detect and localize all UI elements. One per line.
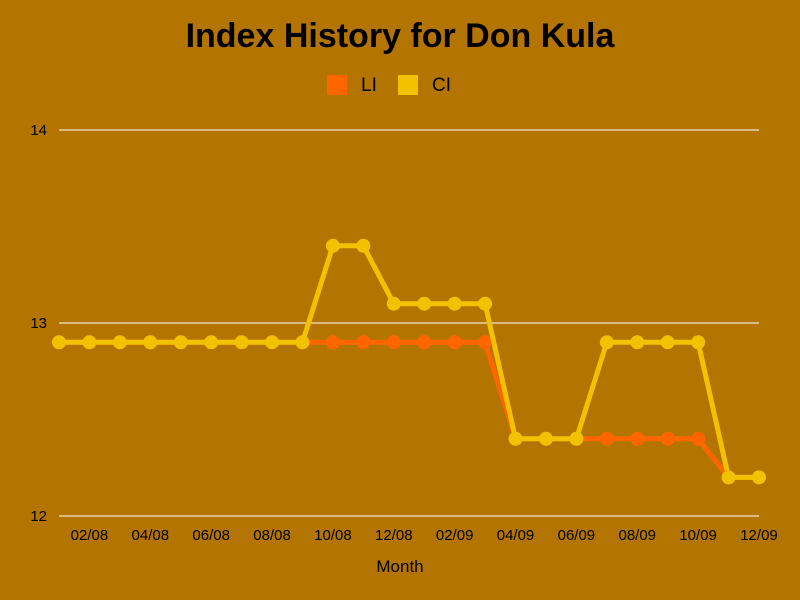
series-layer — [52, 238, 766, 485]
y-axis-ticks: 12 13 14 — [30, 122, 47, 525]
data-point — [538, 431, 553, 446]
x-tick-label: 08/08 — [253, 527, 291, 544]
legend-swatch — [327, 75, 347, 95]
y-tick-label: 14 — [30, 122, 47, 139]
x-tick-label: 06/08 — [192, 527, 230, 544]
series-li — [52, 335, 766, 485]
data-point — [356, 335, 371, 350]
legend-item-ci: CI — [398, 75, 451, 96]
data-point — [265, 335, 280, 350]
data-point — [417, 296, 432, 311]
data-point — [508, 431, 523, 446]
legend-label: LI — [361, 75, 377, 96]
x-tick-label: 12/08 — [375, 527, 413, 544]
x-tick-label: 02/08 — [71, 527, 109, 544]
data-point — [691, 431, 706, 446]
data-point — [447, 335, 462, 350]
data-point — [112, 335, 127, 350]
data-point — [417, 335, 432, 350]
legend-swatch — [398, 75, 418, 95]
x-tick-label: 06/09 — [558, 527, 596, 544]
data-point — [599, 431, 614, 446]
data-point — [630, 335, 645, 350]
x-tick-label: 04/08 — [132, 527, 170, 544]
data-point — [386, 335, 401, 350]
data-point — [386, 296, 401, 311]
data-point — [52, 335, 66, 350]
data-point — [82, 335, 97, 350]
series-line — [56, 243, 762, 480]
data-point — [630, 431, 645, 446]
data-point — [478, 335, 493, 350]
data-point — [325, 238, 340, 253]
y-tick-label: 12 — [30, 508, 47, 525]
legend: LI CI — [327, 75, 451, 96]
data-point — [173, 335, 188, 350]
data-point — [599, 335, 614, 350]
data-point — [691, 335, 706, 350]
x-axis-label: Month — [376, 557, 423, 576]
data-point — [356, 238, 371, 253]
chart-title: Index History for Don Kula — [186, 17, 616, 55]
series-line — [56, 339, 762, 480]
x-tick-label: 04/09 — [497, 527, 535, 544]
data-point — [569, 431, 584, 446]
y-tick-label: 13 — [30, 315, 47, 332]
x-tick-label: 10/08 — [314, 527, 352, 544]
data-point — [204, 335, 219, 350]
data-point — [721, 470, 736, 485]
data-point — [325, 335, 340, 350]
series-ci — [52, 238, 766, 485]
grid-lines — [59, 129, 759, 517]
data-point — [295, 335, 310, 350]
x-tick-label: 10/09 — [679, 527, 717, 544]
data-point — [143, 335, 158, 350]
data-point — [660, 431, 675, 446]
legend-label: CI — [432, 75, 451, 96]
data-point — [447, 296, 462, 311]
data-point — [660, 335, 675, 350]
x-tick-label: 08/09 — [618, 527, 656, 544]
x-tick-label: 02/09 — [436, 527, 474, 544]
x-tick-label: 12/09 — [740, 527, 778, 544]
legend-item-li: LI — [327, 75, 377, 96]
data-point — [752, 470, 766, 485]
x-axis-ticks: 02/08 04/08 06/08 08/08 10/08 12/08 02/09 04/09… — [71, 527, 778, 544]
data-point — [478, 296, 493, 311]
data-point — [234, 335, 249, 350]
